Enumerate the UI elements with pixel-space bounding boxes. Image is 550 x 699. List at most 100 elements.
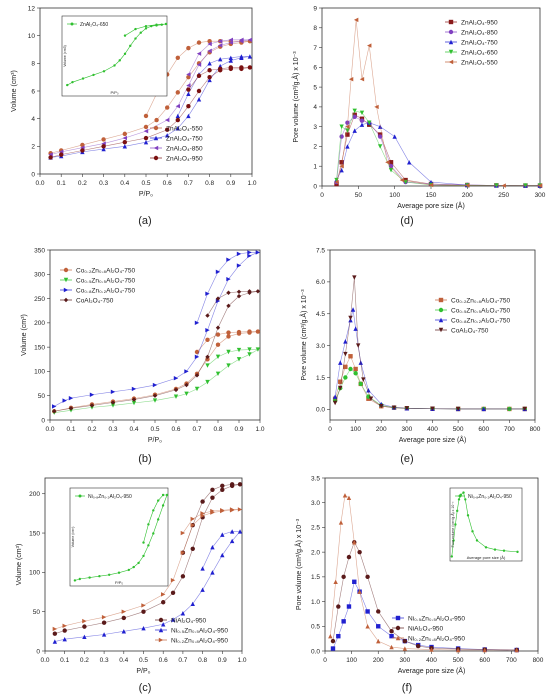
legend-label: CoAl₂O₄-750 — [451, 327, 489, 334]
x-tick-label: 0.0 — [40, 657, 49, 664]
x-tick-label: 100 — [350, 426, 361, 433]
x-tick-label: 0.5 — [139, 657, 148, 664]
inset-point — [139, 31, 142, 34]
inset-area — [69, 487, 169, 587]
x-tick-label: 50 — [355, 192, 363, 199]
data-point — [352, 540, 357, 545]
data-point — [379, 403, 384, 409]
data-point — [186, 87, 191, 92]
data-point — [359, 110, 365, 116]
data-point — [339, 160, 344, 165]
inset-point — [66, 83, 69, 87]
data-point — [141, 609, 146, 614]
x-tick-label: 100 — [389, 192, 400, 199]
y-tick-label: 1.5 — [311, 574, 320, 581]
data-point — [365, 624, 370, 629]
x-tick-label: 600 — [479, 657, 490, 664]
data-point — [255, 329, 261, 334]
data-point — [359, 77, 365, 82]
panel-label: (a) — [138, 215, 151, 227]
data-point — [346, 604, 352, 609]
data-point — [220, 552, 225, 558]
panel-label: (e) — [400, 453, 413, 465]
data-point — [205, 313, 210, 318]
inset-point — [152, 509, 155, 512]
data-point — [52, 404, 57, 409]
data-point — [154, 117, 159, 123]
data-point — [101, 620, 107, 625]
data-point — [388, 167, 394, 173]
data-point — [389, 629, 394, 634]
data-point — [196, 73, 202, 78]
data-point — [141, 603, 146, 608]
data-point — [338, 520, 344, 525]
data-point — [184, 391, 189, 396]
x-tick-label: 0.3 — [108, 426, 117, 433]
data-point — [228, 65, 233, 70]
inset-point — [98, 575, 101, 578]
inset-point — [454, 523, 457, 526]
panel-f: 0 100 200 300 400 500 600 700 800 0.0 0.5 1.0 1.5 2.0… — [294, 475, 544, 694]
panel-b: 0.0 0.1 0.2 0.3 0.4 0.5 0.6 0.7 0.8 0.9 1.0 0 50 100 1… — [21, 247, 265, 465]
data-point — [428, 182, 434, 188]
data-point — [389, 644, 394, 650]
data-point — [455, 406, 461, 412]
data-point — [52, 626, 58, 632]
data-point — [121, 629, 126, 634]
data-point — [247, 37, 253, 43]
data-point — [170, 617, 176, 622]
data-point — [62, 398, 67, 403]
y-tick-label: 1.0 — [311, 599, 320, 606]
data-point — [218, 66, 223, 72]
data-point — [255, 250, 261, 255]
data-point — [348, 354, 353, 359]
inset-point — [161, 504, 165, 507]
inset-point — [71, 80, 74, 84]
y-tick-label: 150 — [29, 530, 40, 537]
data-point — [358, 381, 363, 387]
data-point — [226, 290, 231, 295]
x-tick-label: 150 — [426, 192, 437, 199]
data-point — [236, 263, 242, 268]
inset-point — [475, 539, 479, 542]
data-point — [355, 343, 361, 348]
data-point — [215, 371, 221, 377]
data-point — [226, 363, 231, 368]
x-axis-label: Average pore size (Å) — [399, 435, 467, 444]
x-tick-label: 400 — [426, 657, 437, 664]
data-point — [237, 507, 243, 512]
inset-x-label: Average pore size (Å) — [467, 555, 506, 560]
legend-label: Ni₀.₅Zn₀.₅Al₂O₄-950 — [171, 627, 228, 634]
legend-marker — [158, 637, 164, 643]
inset-point — [147, 544, 150, 547]
data-point — [152, 398, 158, 403]
legend-marker — [448, 39, 454, 45]
data-point — [215, 332, 221, 337]
data-point — [376, 624, 381, 629]
data-point — [346, 495, 352, 500]
data-point — [350, 307, 356, 312]
data-point — [194, 386, 200, 392]
data-point — [361, 377, 366, 382]
legend-marker — [63, 267, 69, 273]
x-tick-label: 1.0 — [255, 426, 264, 433]
legend-marker — [158, 627, 164, 633]
inset-point — [118, 59, 121, 62]
y-axis-label: Volume (cm³) — [21, 314, 28, 356]
data-point — [330, 646, 336, 651]
y-tick-label: 1 — [313, 164, 317, 171]
y-tick-label: 0 — [36, 648, 40, 655]
data-point — [122, 135, 127, 141]
data-point — [376, 609, 381, 614]
data-point — [348, 366, 353, 372]
data-point — [165, 117, 170, 123]
y-tick-label: 7 — [313, 45, 317, 52]
data-point — [205, 379, 210, 385]
data-point — [352, 128, 357, 133]
data-point — [143, 128, 149, 134]
data-point — [194, 349, 200, 355]
y-tick-label: 4 — [313, 104, 317, 111]
data-point — [196, 51, 202, 56]
data-point — [353, 17, 359, 23]
data-point — [376, 638, 381, 644]
